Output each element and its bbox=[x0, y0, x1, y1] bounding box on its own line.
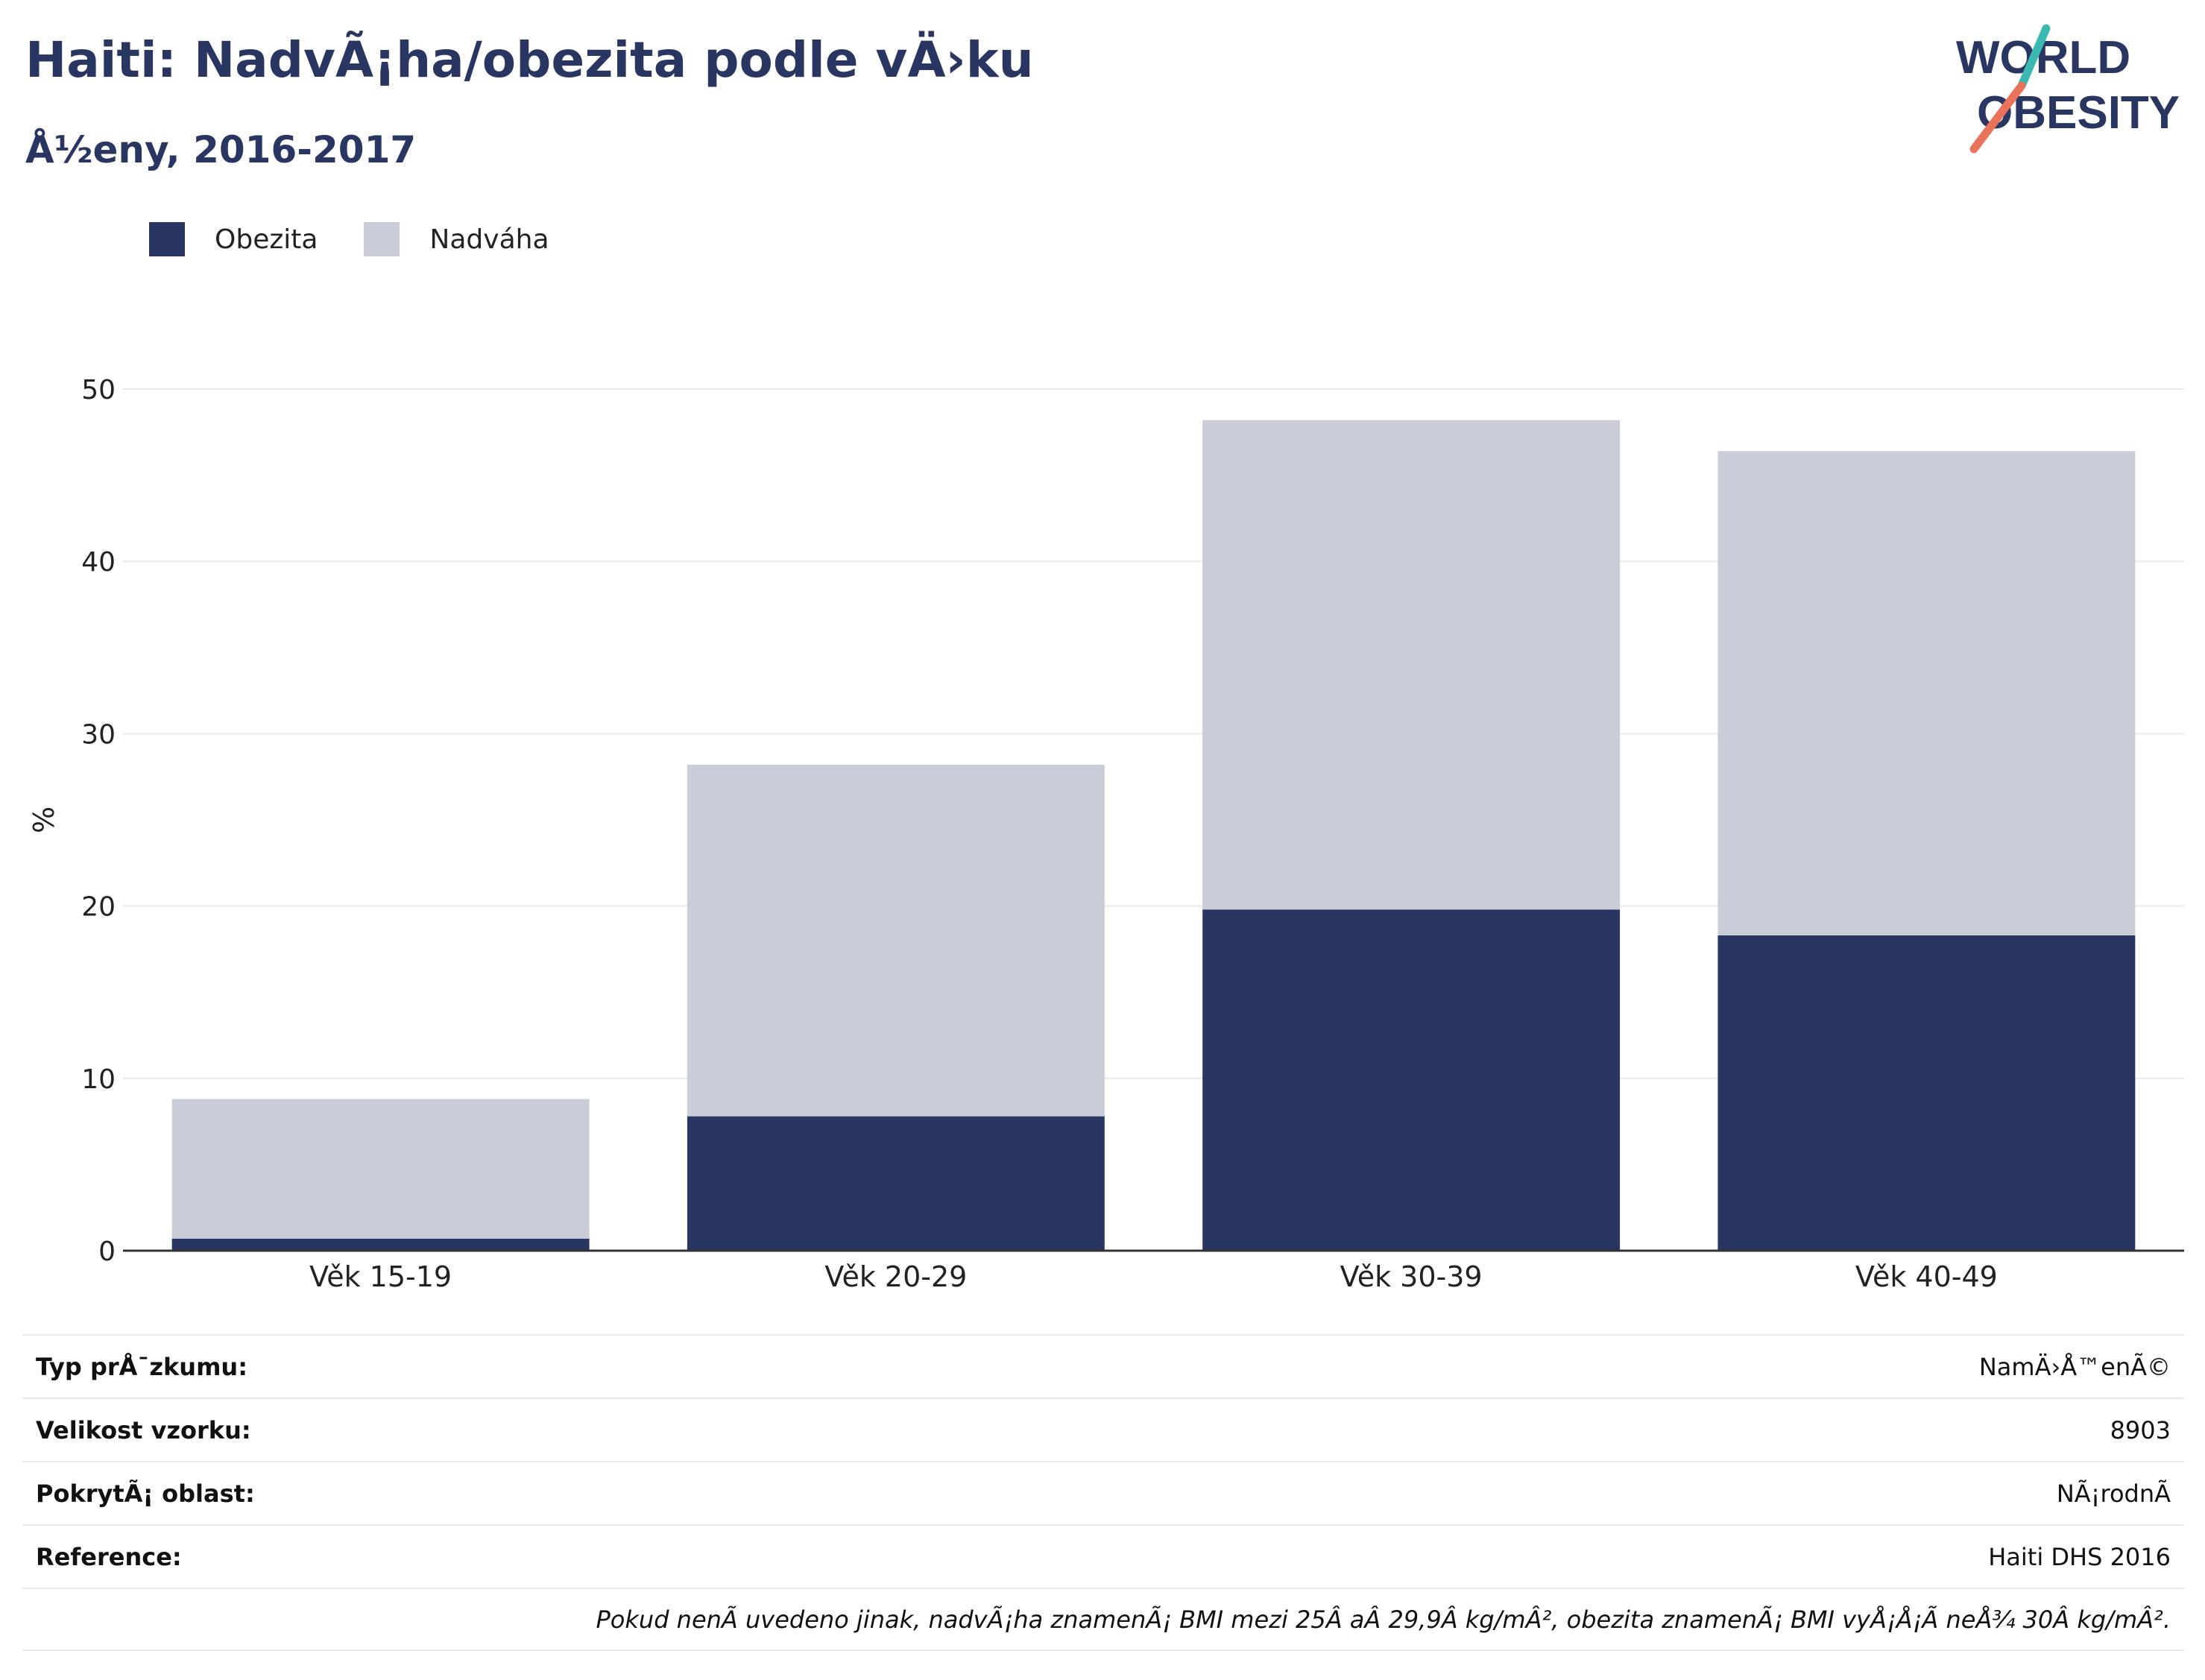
footnote: Pokud nenÃ uvedeno jinak, nadvÃ¡ha zname… bbox=[596, 1605, 2171, 1634]
legend-item-obezita[interactable]: Obezita bbox=[149, 222, 318, 256]
y-tick-label: 40 bbox=[81, 547, 116, 578]
info-key: Reference: bbox=[36, 1542, 182, 1571]
bar-nadvaha-3 bbox=[1202, 420, 1621, 910]
legend-label-obezita: Obezita bbox=[215, 224, 318, 255]
info-value: NÃ¡rodnÃ bbox=[2056, 1479, 2171, 1508]
legend-swatch-obezita bbox=[149, 222, 185, 256]
y-tick-label: 50 bbox=[81, 375, 116, 405]
x-tick-label: Věk 40-49 bbox=[1855, 1260, 1998, 1293]
chart-subtitle: Å½eny, 2016-2017 bbox=[25, 128, 417, 171]
survey-info-table: Typ prÅ¯zkumu: NamÄ›Å™enÃ© Velikost vzor… bbox=[22, 1334, 2184, 1651]
y-tick-label: 30 bbox=[81, 719, 116, 750]
bar-obezita-2 bbox=[687, 1116, 1105, 1251]
info-row-survey-type: Typ prÅ¯zkumu: NamÄ›Å™enÃ© bbox=[22, 1335, 2184, 1398]
info-value: 8903 bbox=[2110, 1415, 2171, 1444]
bar-obezita-3 bbox=[1202, 909, 1621, 1251]
bar-nadvaha-1 bbox=[171, 1099, 590, 1239]
bar-nadvaha-4 bbox=[1717, 451, 2136, 935]
logo-slash-teal bbox=[2017, 24, 2051, 90]
world-obesity-logo: WORLD OBESITY bbox=[1956, 24, 2180, 154]
bar-obezita-4 bbox=[1717, 935, 2136, 1251]
stacked-bar-chart: 0 10 20 30 40 50% Věk 15-19 Věk 20-29 Věk 30-39 V… bbox=[28, 375, 2184, 1293]
info-key: Velikost vzorku: bbox=[36, 1415, 251, 1444]
y-tick-label: 10 bbox=[81, 1064, 116, 1095]
footnote-row: Pokud nenÃ uvedeno jinak, nadvÃ¡ha zname… bbox=[22, 1588, 2184, 1650]
chart-title: Haiti: NadvÃ¡ha/obezita podle vÄ›ku bbox=[25, 31, 1034, 89]
chart-legend: Obezita Nadváha bbox=[149, 221, 596, 258]
legend-label-nadvaha: Nadváha bbox=[429, 224, 549, 255]
info-value: NamÄ›Å™enÃ© bbox=[1978, 1352, 2171, 1381]
y-tick-label: 20 bbox=[81, 892, 116, 923]
info-key: PokrytÃ¡ oblast: bbox=[36, 1479, 255, 1508]
info-row-reference: Reference: Haiti DHS 2016 bbox=[22, 1525, 2184, 1588]
info-row-sample-size: Velikost vzorku: 8903 bbox=[22, 1398, 2184, 1462]
y-axis-label: % bbox=[28, 806, 60, 833]
x-tick-label: Věk 20-29 bbox=[824, 1260, 967, 1293]
info-row-coverage: PokrytÃ¡ oblast: NÃ¡rodnÃ bbox=[22, 1462, 2184, 1525]
x-tick-label: Věk 30-39 bbox=[1340, 1260, 1483, 1293]
legend-swatch-nadvaha bbox=[364, 222, 400, 256]
info-key: Typ prÅ¯zkumu: bbox=[36, 1352, 247, 1381]
info-value: Haiti DHS 2016 bbox=[1988, 1542, 2171, 1571]
bar-obezita-1 bbox=[171, 1238, 590, 1251]
y-tick-label: 0 bbox=[98, 1237, 116, 1267]
legend-item-nadvaha[interactable]: Nadváha bbox=[364, 222, 549, 256]
logo-slash-coral bbox=[1969, 81, 2026, 154]
x-tick-label: Věk 15-19 bbox=[309, 1260, 452, 1293]
bar-nadvaha-2 bbox=[687, 765, 1105, 1117]
